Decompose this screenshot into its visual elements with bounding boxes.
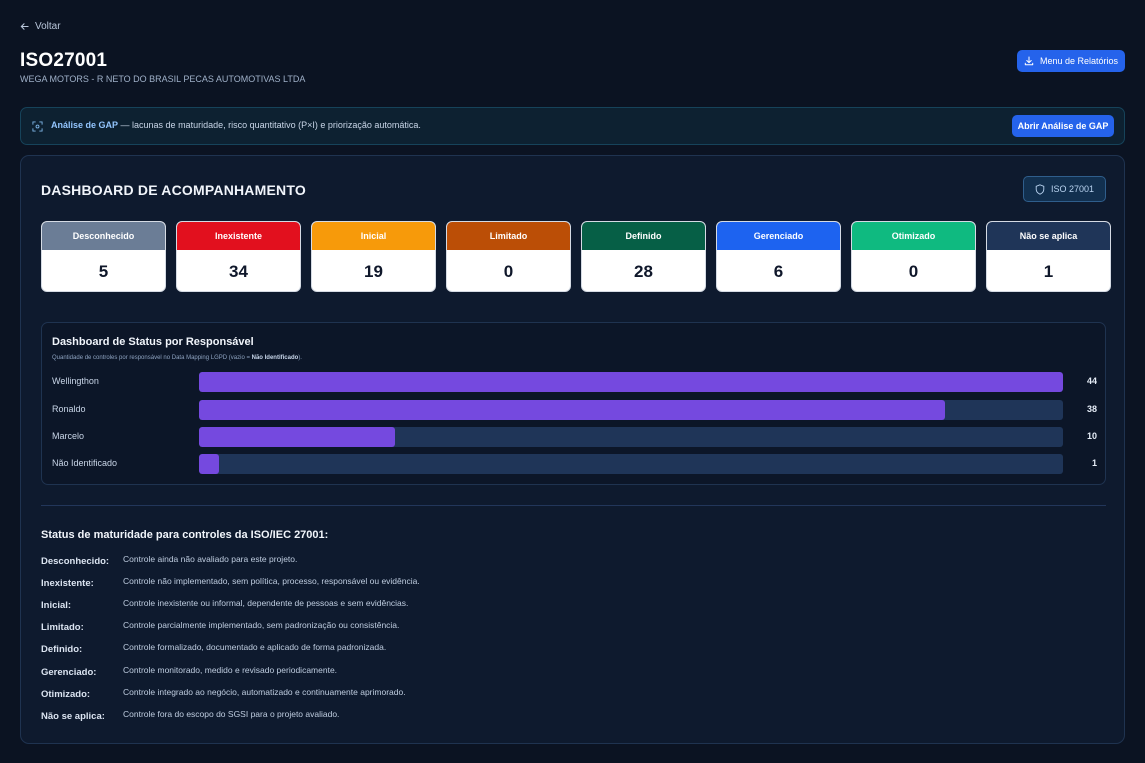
maturity-level: Inicial: — [41, 600, 72, 611]
maturity-legend-title: Status de maturidade para controles da I… — [41, 529, 329, 541]
maturity-level: Inexistente: — [41, 578, 94, 589]
maturity-level: Não se aplica: — [41, 711, 105, 722]
dashboard-panel: DASHBOARD DE ACOMPANHAMENTO ISO 27001 De… — [20, 155, 1125, 744]
status-cards: Desconhecido 5 Inexistente 34 Inicial 19… — [41, 221, 1111, 292]
maturity-level: Desconhecido: — [41, 556, 110, 567]
responsible-row: Marcelo 10 — [52, 427, 1097, 447]
maturity-description: Controle parcialmente implementado, sem … — [123, 620, 400, 630]
responsible-name: Wellingthon — [52, 376, 99, 386]
status-card-label: Limitado — [447, 222, 570, 250]
status-card-value: 0 — [908, 261, 919, 281]
maturity-level: Otimizado: — [41, 689, 91, 700]
dashboard-title: DASHBOARD DE ACOMPANHAMENTO — [41, 182, 306, 198]
responsible-row: Não Identificado 1 — [52, 454, 1097, 474]
bar-track — [199, 400, 1063, 420]
responsible-name: Marcelo — [52, 431, 85, 441]
status-card-value: 6 — [773, 261, 784, 281]
bar-fill — [199, 454, 219, 474]
bar-fill — [199, 400, 946, 420]
subtitle-bold: Não Identificado — [251, 355, 299, 361]
responsible-chart-subtitle: Quantidade de controles por responsável … — [52, 355, 302, 361]
maturity-legend-item: Limitado: Controle parcialmente implemen… — [41, 620, 1041, 636]
status-card-inexistente: Inexistente 34 — [176, 221, 301, 292]
status-card-value: 19 — [364, 261, 383, 281]
status-card-limitado: Limitado 0 — [446, 221, 571, 292]
status-card-label: Otimizado — [852, 222, 975, 250]
maturity-description: Controle inexistente ou informal, depend… — [123, 598, 409, 608]
status-card-inicial: Inicial 19 — [311, 221, 436, 292]
status-card-value: 28 — [634, 261, 653, 281]
responsible-count: 10 — [1086, 431, 1097, 441]
status-card-nao-se-aplica: Não se aplica 1 — [986, 221, 1111, 292]
status-card-value: 0 — [503, 261, 514, 281]
status-card-label: Inicial — [312, 222, 435, 250]
maturity-legend-item: Desconhecido: Controle ainda não avaliad… — [41, 554, 1041, 570]
status-card-label: Definido — [582, 222, 705, 250]
bar-track — [199, 372, 1063, 392]
maturity-description: Controle monitorado, medido e revisado p… — [123, 665, 338, 675]
scan-icon — [32, 121, 43, 132]
shield-icon — [1035, 183, 1045, 195]
maturity-description: Controle fora do escopo do SGSI para o p… — [123, 709, 340, 719]
status-card-label: Desconhecido — [42, 222, 165, 250]
back-label: Voltar — [35, 21, 61, 32]
responsible-name: Ronaldo — [52, 404, 86, 414]
gap-banner-label: Análise de GAP — [51, 120, 119, 130]
status-card-label: Gerenciado — [717, 222, 840, 250]
page-title: ISO27001 — [20, 50, 108, 71]
bar-fill — [199, 372, 1063, 392]
maturity-level: Definido: — [41, 644, 83, 655]
maturity-legend-item: Não se aplica: Controle fora do escopo d… — [41, 709, 1041, 725]
maturity-legend-item: Inicial: Controle inexistente ou informa… — [41, 598, 1041, 614]
status-card-label: Não se aplica — [987, 222, 1110, 250]
status-card-value: 34 — [229, 261, 248, 281]
responsible-chart-title: Dashboard de Status por Responsável — [52, 336, 254, 348]
reports-menu-button[interactable]: Menu de Relatórios — [1017, 50, 1125, 72]
bar-track — [199, 454, 1063, 474]
reports-menu-label: Menu de Relatórios — [1039, 56, 1119, 66]
status-card-value: 1 — [1043, 261, 1054, 281]
responsible-row: Wellingthon 44 — [52, 372, 1097, 392]
responsible-count: 38 — [1086, 404, 1097, 414]
responsible-count: 1 — [1091, 458, 1097, 468]
bar-track — [199, 427, 1063, 447]
responsible-name: Não Identificado — [52, 458, 118, 468]
gap-banner-description: — lacunas de maturidade, risco quantitat… — [118, 120, 421, 130]
section-divider — [41, 505, 1106, 506]
maturity-legend-item: Definido: Controle formalizado, document… — [41, 642, 1041, 658]
responsible-status-chart: Dashboard de Status por Responsável Quan… — [41, 322, 1106, 485]
responsible-row: Ronaldo 38 — [52, 400, 1097, 420]
arrow-left-icon — [20, 23, 29, 30]
maturity-description: Controle não implementado, sem política,… — [123, 576, 420, 586]
maturity-level: Gerenciado: — [41, 667, 97, 678]
download-icon — [1024, 56, 1034, 66]
status-card-label: Inexistente — [177, 222, 300, 250]
bar-fill — [199, 427, 396, 447]
open-gap-analysis-button[interactable]: Abrir Análise de GAP — [1012, 115, 1114, 137]
maturity-legend-item: Gerenciado: Controle monitorado, medido … — [41, 665, 1041, 681]
status-card-value: 5 — [98, 261, 109, 281]
gap-banner-text: Análise de GAP — lacunas de maturidade, … — [51, 120, 421, 130]
back-link[interactable]: Voltar — [20, 21, 61, 32]
subtitle-suffix: ). — [298, 355, 302, 361]
status-card-otimizado: Otimizado 0 — [851, 221, 976, 292]
company-name: WEGA MOTORS - R NETO DO BRASIL PECAS AUT… — [20, 74, 306, 84]
subtitle-prefix: Quantidade de controles por responsável … — [52, 355, 252, 361]
maturity-level: Limitado: — [41, 622, 84, 633]
maturity-legend-item: Otimizado: Controle integrado ao negócio… — [41, 687, 1041, 703]
iso-badge: ISO 27001 — [1023, 176, 1106, 202]
status-card-gerenciado: Gerenciado 6 — [716, 221, 841, 292]
gap-analysis-banner: Análise de GAP — lacunas de maturidade, … — [20, 107, 1125, 145]
status-card-definido: Definido 28 — [581, 221, 706, 292]
maturity-description: Controle ainda não avaliado para este pr… — [123, 554, 298, 564]
status-card-desconhecido: Desconhecido 5 — [41, 221, 166, 292]
maturity-description: Controle integrado ao negócio, automatiz… — [123, 687, 406, 697]
responsible-count: 44 — [1086, 376, 1097, 386]
maturity-legend-item: Inexistente: Controle não implementado, … — [41, 576, 1041, 592]
maturity-description: Controle formalizado, documentado e apli… — [123, 642, 387, 652]
iso-badge-label: ISO 27001 — [1050, 184, 1095, 194]
